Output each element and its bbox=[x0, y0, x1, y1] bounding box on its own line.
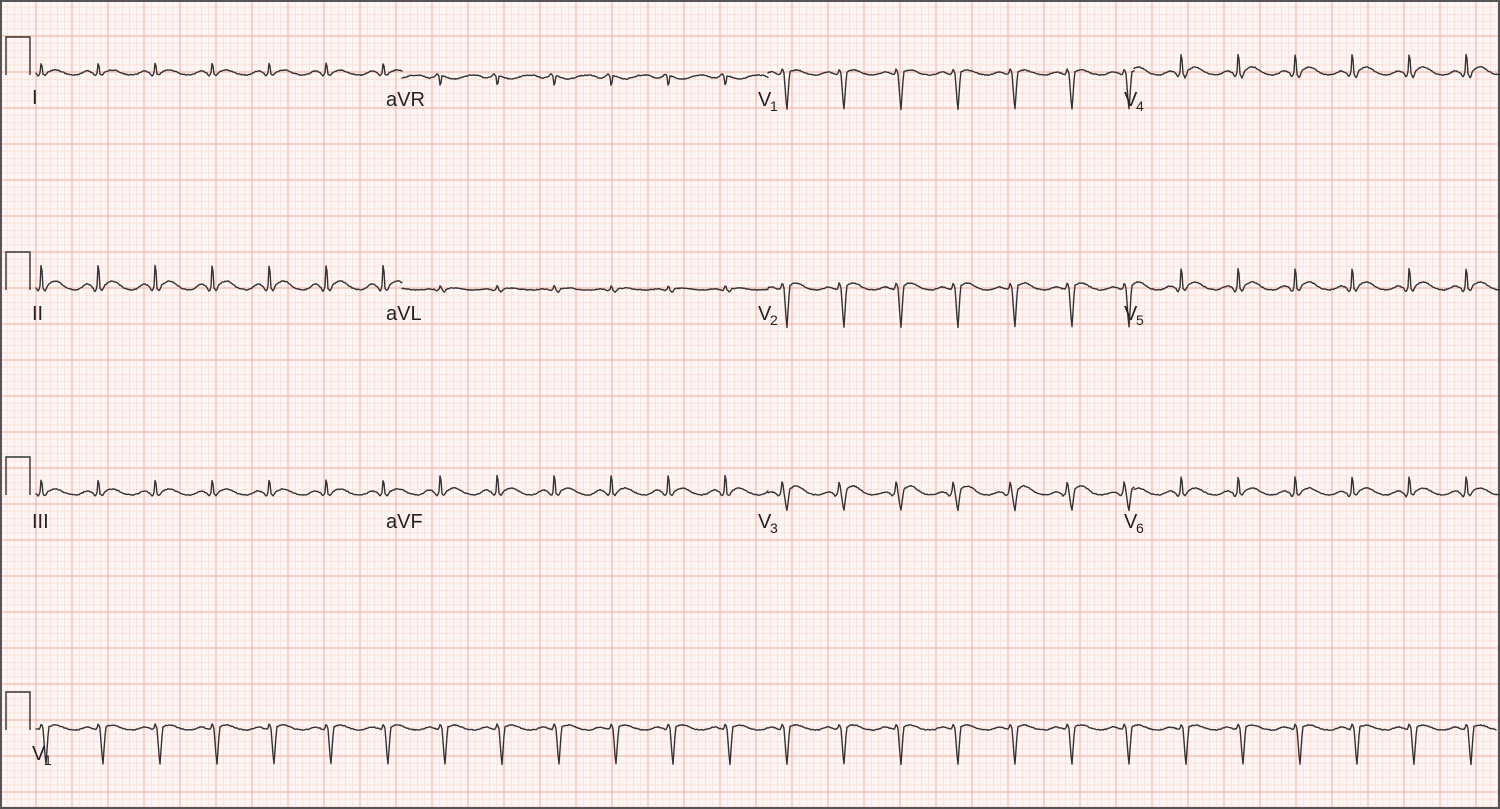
lead-label: II bbox=[32, 303, 43, 325]
lead-label: aVF bbox=[386, 511, 423, 533]
lead-label-sub: 2 bbox=[770, 312, 778, 328]
lead-label-sub: 1 bbox=[770, 98, 778, 114]
lead-label-sub: 3 bbox=[770, 520, 778, 536]
lead-label: aVR bbox=[386, 89, 425, 111]
lead-label-sub: 5 bbox=[1136, 312, 1144, 328]
lead-label-sub: 4 bbox=[1136, 98, 1144, 114]
lead-label-sub: 6 bbox=[1136, 520, 1144, 536]
ecg-svg: IaVRV1V4IIaVLV2V5IIIaVFV3V6V1 bbox=[0, 0, 1500, 809]
lead-label: aVL bbox=[386, 303, 422, 325]
lead-label: III bbox=[32, 511, 49, 533]
ecg-strip: IaVRV1V4IIaVLV2V5IIIaVFV3V6V1 bbox=[0, 0, 1500, 809]
lead-label: I bbox=[32, 87, 38, 109]
lead-label-sub: 1 bbox=[44, 752, 52, 768]
